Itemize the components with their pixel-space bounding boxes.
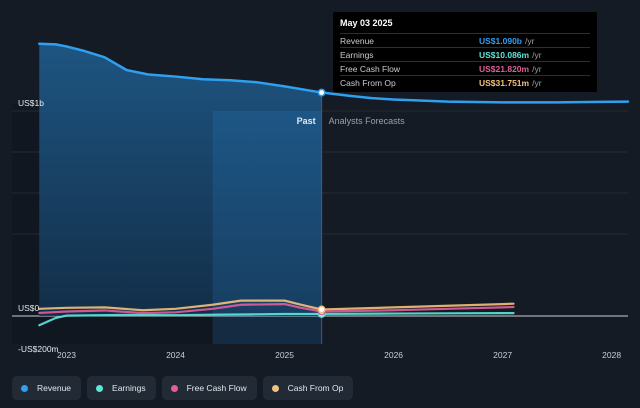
y-tick-label: -US$200m xyxy=(18,344,59,354)
series-marker xyxy=(317,88,326,97)
tooltip-date: May 03 2025 xyxy=(340,18,393,28)
legend-dot-icon xyxy=(21,384,28,392)
x-tick-label: 2027 xyxy=(493,350,512,360)
tooltip-unit: /yr xyxy=(532,77,542,88)
y-tick-label: US$1b xyxy=(18,98,44,108)
tooltip-row-free-cash-flow: Free Cash Flow US$21.820m /yr xyxy=(340,61,590,75)
x-tick-label: 2024 xyxy=(166,350,185,360)
tooltip-value: US$10.086m xyxy=(479,49,530,60)
x-tick-label: 2026 xyxy=(384,350,403,360)
tooltip-unit: /yr xyxy=(532,63,542,74)
tooltip-label: Earnings xyxy=(340,49,374,60)
series-line-cash-from-op xyxy=(38,299,515,312)
tooltip-label: Revenue xyxy=(340,35,375,46)
tooltip-value: US$21.820m xyxy=(479,63,530,74)
legend-label: Earnings xyxy=(112,383,146,393)
legend-dot-icon xyxy=(96,384,104,392)
tooltip-row-revenue: Revenue US$1.090b /yr xyxy=(340,33,590,47)
y-tick-label: US$0 xyxy=(18,303,40,313)
legend-dot-icon xyxy=(271,384,279,392)
legend-label: Revenue xyxy=(37,383,72,393)
tooltip-row-earnings: Earnings US$10.086m /yr xyxy=(340,47,590,61)
tooltip-row-cash-from-op: Cash From Op US$31.751m /yr xyxy=(340,75,590,89)
legend-item-cash-from-op[interactable]: Cash From Op xyxy=(262,376,354,400)
x-tick-label: 2023 xyxy=(57,350,76,360)
tooltip-value: US$1.090b xyxy=(479,35,522,46)
tooltip-unit: /yr xyxy=(525,35,535,46)
tooltip-value: US$31.751m xyxy=(479,77,530,88)
legend-label: Cash From Op xyxy=(287,383,344,393)
legend-item-free-cash-flow[interactable]: Free Cash Flow xyxy=(161,376,257,400)
legend-item-revenue[interactable]: Revenue xyxy=(12,376,82,400)
tooltip-unit: /yr xyxy=(532,49,542,60)
tooltip: May 03 2025 Revenue US$1.090b /yr Earnin… xyxy=(333,12,597,92)
x-tick-label: 2028 xyxy=(602,350,621,360)
x-tick-label: 2025 xyxy=(275,350,294,360)
legend-label: Free Cash Flow xyxy=(186,383,247,393)
series-line-free-cash-flow xyxy=(38,303,515,315)
legend-dot-icon xyxy=(170,384,178,392)
series-line-revenue xyxy=(38,42,630,104)
revenue-area xyxy=(39,43,322,316)
tooltip-label: Cash From Op xyxy=(340,77,396,88)
series-marker xyxy=(317,305,326,314)
series-line-earnings xyxy=(38,312,515,327)
past-label: Past xyxy=(297,116,316,126)
legend: Revenue Earnings Free Cash Flow Cash Fro… xyxy=(12,376,354,400)
legend-item-earnings[interactable]: Earnings xyxy=(87,376,156,400)
tooltip-label: Free Cash Flow xyxy=(340,63,400,74)
forecast-label: Analysts Forecasts xyxy=(329,116,406,126)
